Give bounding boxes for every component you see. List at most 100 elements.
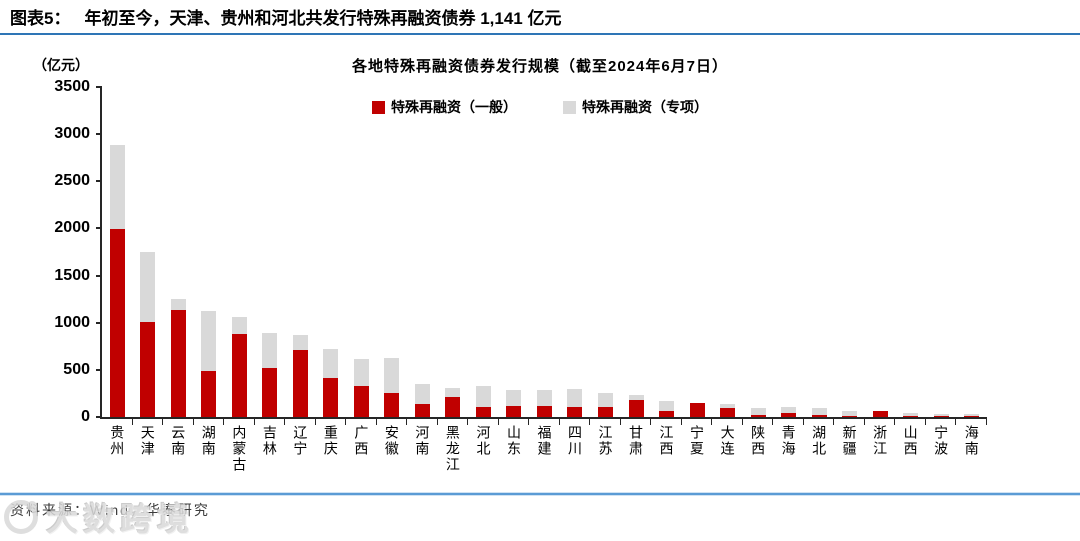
x-axis-tick-mark: [985, 419, 987, 425]
bar-segment: [598, 392, 613, 408]
bar-segment: [659, 410, 675, 417]
x-axis-label: 大连: [719, 425, 736, 457]
bar-segment: [201, 311, 217, 371]
stacked-bar: [536, 389, 552, 417]
bar-slot: 宁夏: [682, 87, 713, 457]
bar-segment: [964, 413, 980, 417]
bar-segment: [475, 407, 491, 417]
bar-slot: 天津: [133, 87, 164, 457]
x-axis-tick-mark: [253, 419, 255, 425]
x-axis-label: 海南: [963, 425, 980, 457]
bar-segment: [750, 414, 766, 417]
bar-segment: [384, 392, 400, 417]
bar-segment: [567, 407, 583, 417]
x-axis-tick-mark: [467, 419, 469, 425]
bar-slot: 湖北: [804, 87, 835, 457]
bar-slot: 大连: [712, 87, 743, 457]
x-axis-tick-mark: [863, 419, 865, 425]
x-axis-label: 江西: [658, 425, 675, 457]
bar-segment: [353, 385, 369, 417]
x-axis-label: 重庆: [322, 425, 339, 457]
bar-slot: 海南: [956, 87, 987, 457]
x-axis-tick-mark: [589, 419, 591, 425]
stacked-bar: [170, 298, 186, 417]
y-axis-tick-mark: [96, 321, 102, 324]
stacked-bar: [262, 332, 278, 417]
x-axis-tick-mark: [497, 419, 499, 425]
x-axis-label: 甘肃: [628, 425, 645, 457]
y-axis-tick-mark: [96, 180, 102, 183]
y-axis-tick: 0: [81, 408, 102, 426]
x-axis-label: 湖北: [811, 425, 828, 457]
bar-segment: [414, 403, 430, 417]
x-axis-label: 浙江: [872, 425, 889, 457]
bar-segment: [506, 406, 522, 417]
legend-swatch-red-icon: [372, 100, 385, 114]
x-axis-label: 江苏: [597, 425, 614, 457]
bar-segment: [231, 316, 247, 335]
bar-segment: [414, 383, 430, 404]
bar-segment: [750, 408, 766, 415]
bar-slot: 河南: [407, 87, 438, 457]
bar-segment: [811, 408, 827, 415]
y-axis-tick-label: 1000: [54, 313, 90, 331]
footer-divider: [0, 493, 1080, 495]
x-axis-tick-mark: [314, 419, 316, 425]
y-axis-tick-label: 1500: [54, 266, 90, 284]
x-axis-label: 云南: [170, 425, 187, 457]
stacked-bar: [231, 316, 247, 417]
source-line: 资料来源：Wind，华泰研究: [10, 502, 210, 518]
x-axis-label: 湖南: [200, 425, 217, 457]
bar-segment: [720, 407, 736, 417]
bar-slot: 四川: [560, 87, 591, 457]
bar-slot: 湖南: [194, 87, 225, 457]
bar-chart-plot-area: 0 500 1000 1500 2000 2500 3000 3500 贵州 天津 云南 湖南 内蒙古…: [54, 78, 987, 473]
stacked-bar: [109, 144, 125, 417]
bar-segment: [689, 402, 705, 417]
x-axis-tick-mark: [375, 419, 377, 425]
bar-segment: [781, 407, 797, 414]
stacked-bar: [201, 311, 217, 417]
x-axis-tick-mark: [284, 419, 286, 425]
x-axis-label: 陕西: [750, 425, 767, 457]
x-axis-label: 黑龙江: [444, 425, 461, 473]
y-axis-tick-mark: [96, 274, 102, 277]
stacked-bar: [628, 395, 644, 417]
x-axis-label: 内蒙古: [231, 425, 248, 473]
bar-slot: 安徽: [377, 87, 408, 457]
bar-segment: [842, 411, 858, 416]
bar-segment: [292, 334, 308, 351]
y-axis-tick: 3500: [54, 78, 102, 96]
stacked-bar: [872, 410, 888, 417]
y-axis-tick-mark: [96, 227, 102, 230]
bar-segment: [872, 410, 888, 417]
x-axis-tick-mark: [131, 419, 133, 425]
legend-label-special: 特殊再融资（专项）: [582, 99, 708, 115]
x-axis-label: 福建: [536, 425, 553, 457]
bar-slot: 山东: [499, 87, 530, 457]
bar-slot: 山西: [895, 87, 926, 457]
bar-segment: [536, 389, 552, 407]
figure-title: 年初至今，天津、贵州和河北共发行特殊再融资债券 1,141 亿元: [84, 9, 562, 28]
bar-slot: 甘肃: [621, 87, 652, 457]
bar-segment: [353, 358, 369, 386]
x-axis-tick-mark: [894, 419, 896, 425]
stacked-bar: [384, 358, 400, 417]
stacked-bar: [598, 392, 613, 417]
bar-slot: 内蒙古: [224, 87, 255, 473]
x-axis-label: 河北: [475, 425, 492, 457]
bar-segment: [445, 388, 461, 397]
bar-slot: 吉林: [255, 87, 286, 457]
x-axis-label: 宁夏: [689, 425, 706, 457]
y-axis-tick-label: 2000: [54, 219, 90, 237]
y-axis-tick: 1000: [54, 314, 102, 332]
bar-slot: 黑龙江: [438, 87, 469, 473]
bar-segment: [262, 332, 278, 368]
x-axis-tick-mark: [192, 419, 194, 425]
bar-segment: [598, 407, 613, 417]
bar-slot: 新疆: [834, 87, 865, 457]
bar-segment: [140, 251, 156, 322]
bar-segment: [659, 401, 675, 411]
chart-legend: 特殊再融资（一般） 特殊再融资（专项）: [0, 97, 1080, 117]
bar-segment: [842, 415, 858, 417]
